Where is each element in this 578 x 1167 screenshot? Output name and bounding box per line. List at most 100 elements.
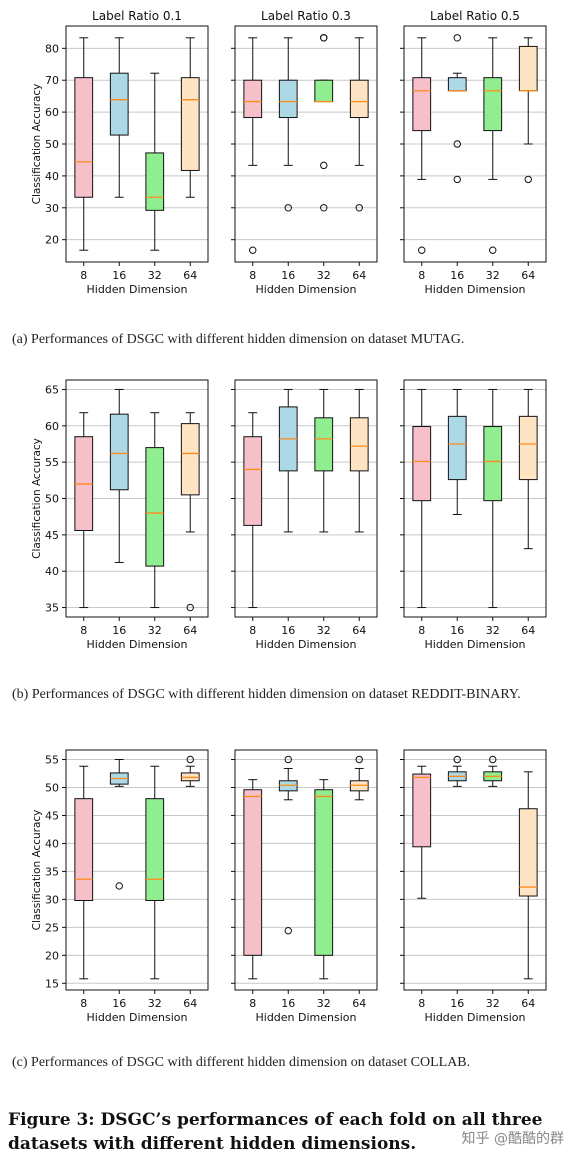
y-tick-label: 15: [45, 977, 59, 990]
box-body: [483, 426, 503, 502]
x-tick-label: 16: [450, 269, 464, 282]
panel-2-1: 8 16 32 64 35 40 45 50 55 60 65 Hidden Dimension: [45, 379, 209, 651]
y-tick-label: 50: [45, 138, 59, 151]
outlier-point: [453, 34, 461, 42]
x-axis-label: Hidden Dimension: [256, 1011, 357, 1024]
box-16: [278, 37, 298, 212]
box-body: [349, 417, 369, 472]
y-tick-label: 65: [45, 383, 59, 396]
outlier-point: [489, 755, 497, 764]
outlier-point: [418, 246, 426, 254]
x-axis-label: Hidden Dimension: [87, 638, 188, 651]
y-tick-label: 60: [45, 420, 59, 433]
outlier-point: [489, 246, 497, 254]
x-tick-label: 16: [112, 269, 126, 282]
box-body: [180, 423, 200, 496]
x-tick-label: 32: [317, 997, 331, 1010]
box-body: [74, 77, 94, 198]
x-tick-label: 32: [486, 624, 500, 637]
box-16: [447, 388, 467, 515]
box-64: [518, 37, 538, 184]
outlier-point: [453, 140, 461, 148]
panel-frame: [403, 749, 547, 991]
x-tick-label: 8: [80, 624, 87, 637]
box-8: [74, 412, 94, 609]
box-8: [243, 779, 263, 980]
x-tick-label: 16: [281, 269, 295, 282]
y-tick-label: 40: [45, 170, 59, 183]
caption-a: (a) Performances of DSGC with different …: [12, 332, 465, 347]
outlier-point: [453, 175, 461, 184]
outlier-point: [320, 204, 328, 212]
box-body: [74, 798, 94, 901]
outlier-point: [453, 755, 461, 764]
box-body: [412, 773, 432, 848]
box-body: [314, 417, 334, 472]
box-body: [145, 798, 165, 901]
box-32: [145, 765, 165, 980]
box-32: [483, 755, 503, 787]
outlier-point: [284, 926, 292, 935]
x-tick-label: 64: [521, 269, 535, 282]
y-tick-label: 35: [45, 865, 59, 878]
x-tick-label: 8: [249, 997, 256, 1010]
x-tick-label: 64: [352, 624, 366, 637]
y-axis-label: Classification Accuracy: [31, 438, 43, 559]
panel-title: Label Ratio 0.3: [261, 9, 351, 23]
x-tick-label: 16: [112, 624, 126, 637]
panel-frame: [65, 25, 209, 263]
box-64: [349, 388, 369, 533]
x-tick-label: 64: [352, 269, 366, 282]
panel-frame: [234, 25, 378, 263]
panel-frame: [65, 749, 209, 991]
box-32: [314, 388, 334, 533]
box-16: [447, 755, 467, 787]
x-tick-label: 8: [418, 269, 425, 282]
caption-b: (b) Performances of DSGC with different …: [12, 687, 521, 702]
y-tick-label: 55: [45, 754, 59, 767]
box-body: [412, 77, 432, 132]
box-32: [145, 72, 165, 251]
x-tick-label: 32: [148, 997, 162, 1010]
x-tick-label: 32: [148, 624, 162, 637]
box-body: [243, 79, 263, 119]
x-tick-label: 64: [183, 269, 197, 282]
x-tick-label: 64: [521, 997, 535, 1010]
x-tick-label: 32: [317, 269, 331, 282]
box-16: [109, 759, 129, 890]
panel-frame: [403, 379, 547, 618]
x-tick-label: 32: [486, 997, 500, 1010]
x-tick-label: 64: [352, 997, 366, 1010]
chart-row-1: Classification Accuracy 8 16 32 64 20 30 40 50 60…: [31, 9, 547, 296]
box-64: [180, 37, 200, 198]
outlier-point: [186, 603, 194, 612]
box-8: [243, 412, 263, 609]
box-8: [74, 765, 94, 980]
box-32: [145, 412, 165, 609]
x-tick-label: 64: [183, 997, 197, 1010]
box-32: [314, 34, 334, 212]
x-axis-label: Hidden Dimension: [87, 1011, 188, 1024]
box-body: [447, 415, 467, 481]
x-tick-label: 8: [80, 269, 87, 282]
x-tick-label: 8: [418, 997, 425, 1010]
x-tick-label: 8: [418, 624, 425, 637]
box-64: [518, 771, 538, 980]
box-body: [349, 79, 369, 119]
box-32: [314, 779, 334, 980]
x-axis-label: Hidden Dimension: [425, 283, 526, 296]
x-tick-label: 8: [80, 997, 87, 1010]
outlier-point: [284, 755, 292, 764]
box-body: [180, 77, 200, 171]
x-tick-label: 32: [486, 269, 500, 282]
panel-title: Label Ratio 0.5: [430, 9, 520, 23]
box-16: [109, 388, 129, 563]
box-16: [447, 34, 467, 184]
x-tick-label: 16: [112, 997, 126, 1010]
outlier-point: [320, 34, 328, 42]
chart-row-2: Classification Accuracy 8 16 32 64 35 40 45 50 55…: [31, 379, 547, 651]
box-16: [109, 37, 129, 198]
